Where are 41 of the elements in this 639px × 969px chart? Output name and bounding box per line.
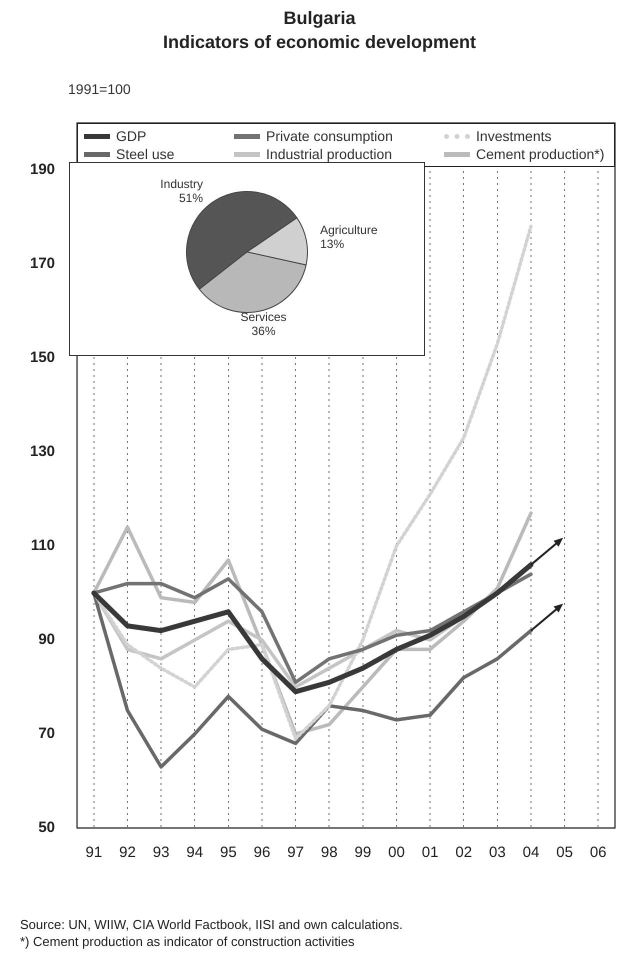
x-tick-label: 06	[590, 844, 607, 862]
x-tick-label: 03	[488, 844, 506, 862]
legend-label: Industrial production	[266, 146, 392, 162]
slice-label: Agriculture	[320, 223, 378, 238]
x-tick-label: 91	[85, 844, 102, 862]
y-axis-title: 1991=100	[68, 81, 131, 97]
y-tick-label: 190	[30, 161, 56, 178]
x-tick-label: 92	[119, 844, 136, 862]
text: *) Cement production as indicator of construction activities	[20, 933, 356, 950]
slice-label: Services	[240, 310, 287, 324]
y-tick-label: 70	[38, 725, 56, 742]
x-tick-label: 05	[556, 844, 573, 862]
x-tick-label: 04	[522, 844, 540, 862]
chart-subtitle: Indicators of economic development	[162, 32, 478, 53]
y-tick-label: 50	[38, 819, 56, 836]
x-tick-label: 96	[254, 844, 270, 862]
legend-label: Private consumption	[266, 128, 393, 144]
y-tick-label: 150	[30, 349, 56, 366]
chart-title: Bulgaria	[282, 8, 357, 29]
x-tick-label: 95	[220, 844, 237, 862]
y-tick-label: 130	[30, 443, 56, 460]
x-tick-label: 99	[354, 844, 372, 862]
slice-label: Industry	[160, 177, 203, 192]
x-tick-label: 01	[422, 844, 438, 862]
legend-label: Investments	[476, 128, 552, 144]
x-tick-label: 98	[320, 844, 338, 862]
data-label: 13%	[320, 237, 344, 252]
y-tick-label: 90	[38, 631, 56, 648]
x-tick-label: 94	[186, 844, 204, 862]
data-label: 36%	[251, 324, 276, 338]
data-label: 51%	[178, 191, 204, 206]
legend-label: Cement production*)	[476, 146, 604, 162]
source-note: Source: UN, WIIW, CIA World Factbook, IISI and own calculations.	[20, 916, 403, 933]
x-tick-label: 02	[455, 844, 472, 862]
y-tick-label: 170	[30, 255, 56, 272]
x-tick-label: 00	[388, 844, 405, 862]
x-tick-label: 97	[287, 844, 304, 862]
x-tick-label: 93	[152, 844, 170, 862]
y-tick-label: 110	[30, 537, 56, 554]
legend-label: Steel use	[116, 146, 174, 162]
legend-label: GDP	[116, 128, 146, 144]
